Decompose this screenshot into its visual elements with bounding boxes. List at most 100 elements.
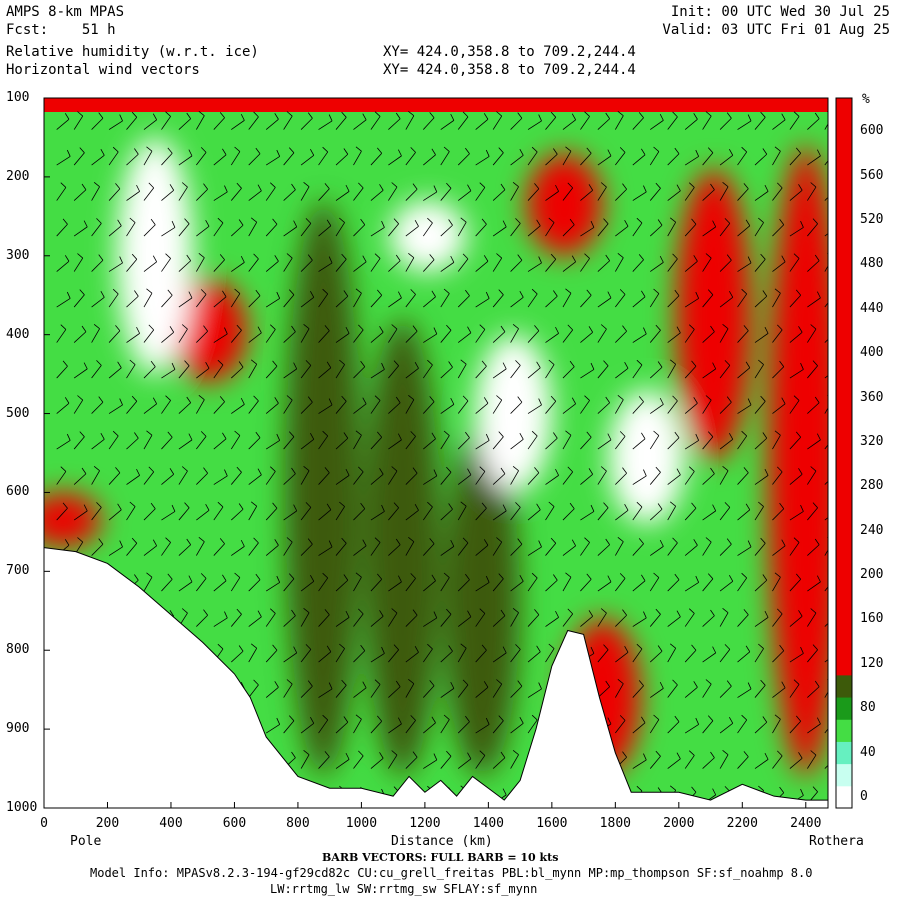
wind-barb-flag-607 [590, 362, 595, 370]
wind-barb-674 [632, 617, 647, 627]
wind-barb-flag-477 [465, 715, 470, 722]
colorbar-segment-0 [836, 785, 852, 809]
wind-barb-443 [440, 224, 453, 237]
wind-barb-748 [702, 399, 712, 414]
wind-barb-flag-229 [255, 431, 261, 438]
wind-barb-flag-453 [443, 572, 450, 578]
wind-barb-flag-173 [200, 573, 207, 579]
wind-barb-415 [405, 651, 419, 663]
wind-barb-flag-463 [460, 217, 467, 223]
wind-barb-418 [405, 756, 418, 769]
wind-barb-87 [126, 364, 136, 379]
wind-barb-flag-687 [657, 361, 663, 368]
wind-barb-flag-841 [795, 147, 802, 154]
wind-barb-flag-304 [328, 256, 333, 264]
colorbar-segment-28 [836, 164, 852, 188]
colorbar-segment-5 [836, 674, 852, 698]
wind-barb-flag-247 [272, 360, 278, 367]
wind-barb-701 [667, 153, 680, 166]
wind-barb-flag-677 [641, 716, 646, 723]
wind-barb-flag-574 [555, 610, 559, 618]
wind-barb-flag-715 [669, 643, 676, 649]
wind-barb-flag-606 [588, 326, 594, 333]
wind-barb-480 [475, 118, 489, 130]
wind-barb-550 [527, 472, 540, 485]
wind-barb-flag-555 [536, 645, 541, 652]
wind-barb-flag-91 [129, 501, 136, 507]
wind-barb-796 [737, 688, 752, 698]
wind-barb-flag-207 [238, 361, 244, 368]
colorbar-label-1: 40 [860, 744, 876, 760]
wind-barb-829 [772, 434, 781, 450]
wind-barb-775 [719, 649, 731, 663]
wind-barb-833 [772, 576, 781, 592]
wind-barb-23 [73, 226, 88, 237]
wind-barb-263 [283, 226, 297, 237]
wind-barb-204 [231, 262, 245, 272]
wind-barb-flag-889 [830, 431, 835, 436]
wind-barb-flag-511 [502, 504, 507, 512]
wind-barb-200 [231, 120, 245, 130]
wind-barb-60 [108, 120, 123, 130]
wind-barb-434 [423, 617, 438, 627]
wind-barb-flag-230 [257, 468, 262, 476]
wind-barb-flag-456 [450, 681, 455, 689]
wind-barb-flag-565 [553, 290, 558, 297]
wind-barb-flag-461 [465, 147, 470, 154]
wind-barb-10 [56, 471, 67, 485]
wind-barb-flag-353 [355, 572, 362, 578]
wind-barb-462 [457, 190, 472, 201]
wind-barb-420 [423, 117, 435, 130]
wind-barb-785 [737, 293, 748, 308]
wind-barb-745 [702, 294, 714, 308]
wind-barb-flag-723 [691, 218, 697, 225]
wind-barb-755 [702, 652, 716, 663]
wind-barb-flag-272 [286, 537, 293, 543]
wind-barb-321 [335, 153, 349, 166]
wind-barb-flag-689 [653, 430, 660, 436]
wind-barb-flag-131 [171, 504, 176, 512]
wind-barb-flag-788 [747, 398, 752, 406]
wind-barb-flag-145 [188, 291, 193, 299]
wind-barb-351 [353, 508, 366, 521]
wind-barb-flag-121 [167, 147, 173, 154]
wind-barb-325 [335, 295, 349, 308]
wind-barb-flag-403 [414, 220, 419, 227]
wind-barb-flag-749 [707, 431, 714, 438]
wind-barb-358 [353, 755, 364, 769]
wind-barb-586 [562, 329, 574, 343]
wind-barb-876 [807, 686, 820, 698]
wind-barb-7 [56, 365, 68, 379]
wind-barb-350 [353, 471, 364, 485]
wind-barb-flag-628 [605, 396, 611, 403]
wind-barb-264 [283, 257, 293, 272]
wind-barb-771 [719, 507, 731, 521]
wind-barb-flag-292 [307, 538, 313, 545]
wind-barb-592 [562, 545, 576, 556]
wind-barb-108 [143, 403, 157, 414]
wind-barb-flag-475 [460, 643, 467, 649]
wind-barb-flag-457 [443, 714, 450, 720]
wind-barb-flag-60 [119, 114, 123, 122]
wind-barb-flag-846 [798, 326, 803, 333]
wind-barb-633 [597, 581, 612, 592]
wind-barb-737 [684, 724, 699, 734]
wind-barb-flag-295 [305, 644, 312, 650]
wind-barb-flag-6 [60, 324, 67, 330]
wind-barb-28 [73, 399, 84, 414]
wind-barb-flag-4 [64, 255, 70, 262]
wind-barb-788 [737, 404, 752, 414]
wind-barb-354 [353, 613, 364, 627]
wind-barb-427 [422, 364, 433, 379]
wind-barb-397 [388, 723, 402, 734]
wind-barb-flag-610 [588, 468, 594, 475]
wind-barb-flag-768 [726, 396, 732, 403]
wind-barb-40 [91, 117, 104, 130]
wind-barb-646 [615, 330, 627, 343]
wind-barb-492 [475, 544, 489, 556]
wind-barb-flag-710 [676, 468, 681, 476]
wind-barb-185 [213, 296, 227, 308]
wind-barb-127 [161, 369, 176, 379]
wind-barb-flag-234 [257, 610, 262, 618]
wind-barb-373 [370, 578, 383, 592]
